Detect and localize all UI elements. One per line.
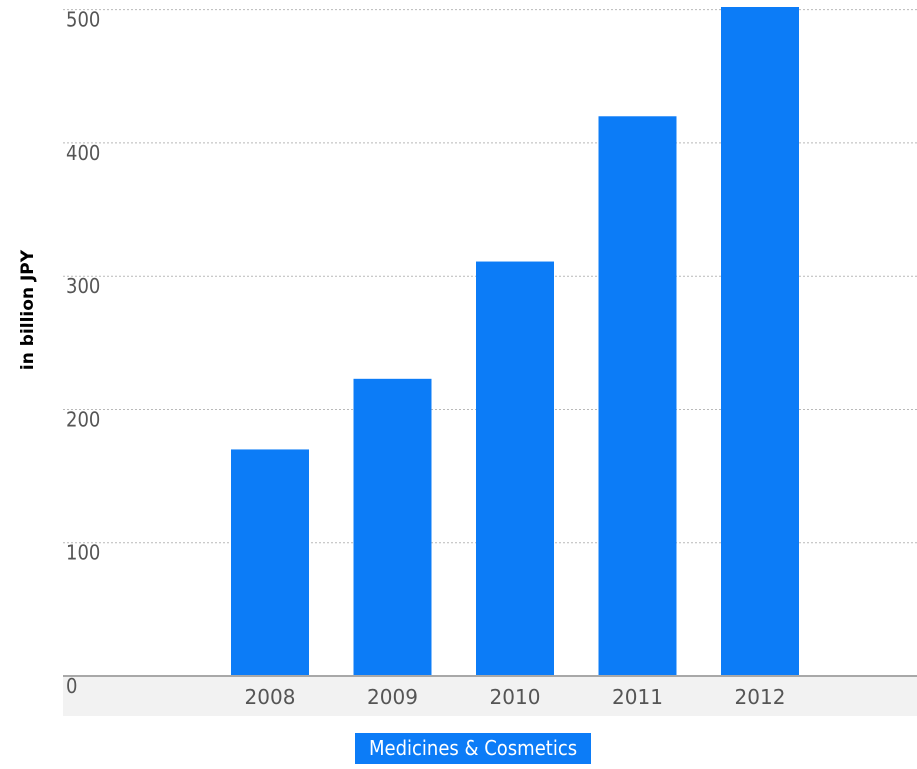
x-axis-band — [63, 676, 917, 716]
y-tick-label-400: 400 — [66, 142, 100, 165]
y-tick-label-200: 200 — [66, 409, 100, 432]
x-tick-label-2012: 2012 — [735, 685, 786, 709]
bar-2009[interactable] — [353, 378, 432, 676]
x-tick-label-2009: 2009 — [367, 685, 418, 709]
bar-2011[interactable] — [598, 116, 677, 677]
x-tick-label-2010: 2010 — [490, 685, 541, 709]
x-tick-label-2011: 2011 — [612, 685, 663, 709]
bars — [231, 7, 799, 677]
x-tick-label-2008: 2008 — [245, 685, 296, 709]
bar-2008[interactable] — [231, 449, 309, 676]
bar-2012[interactable] — [721, 7, 799, 676]
y-tick-label-500: 500 — [66, 9, 100, 32]
y-tick-label-100: 100 — [66, 542, 100, 565]
y-tick-labels: 0 100 200 300 400 500 — [66, 9, 100, 698]
y-tick-label-0: 0 — [66, 675, 77, 698]
legend-item-medicines-cosmetics[interactable]: Medicines & Cosmetics — [355, 733, 592, 764]
y-axis-title: in billion JPY — [18, 249, 38, 371]
y-tick-label-300: 300 — [66, 275, 100, 298]
x-tick-labels: 2008 2009 2010 2011 2012 — [245, 685, 786, 709]
bar-2010[interactable] — [476, 261, 554, 676]
